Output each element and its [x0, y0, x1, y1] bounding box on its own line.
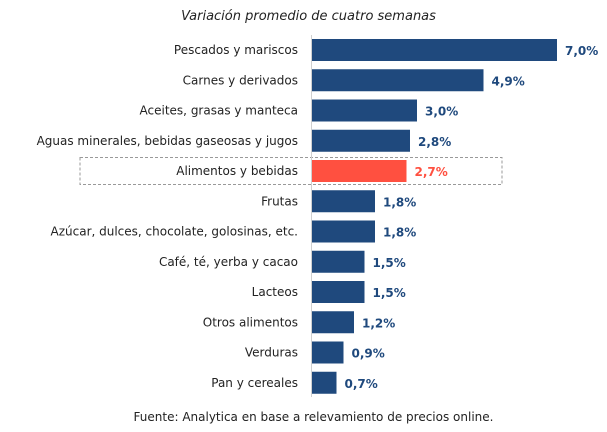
value-label: 1,5%: [373, 286, 406, 300]
value-label: 2,8%: [418, 135, 451, 149]
bar: [312, 190, 375, 213]
category-label: Carnes y derivados: [183, 73, 298, 87]
value-label: 1,8%: [383, 195, 416, 209]
value-label: 0,7%: [345, 377, 378, 391]
bar: [312, 371, 337, 394]
value-label: 1,8%: [383, 226, 416, 240]
bar: [312, 69, 484, 92]
value-label: 4,9%: [492, 74, 525, 88]
category-label: Café, té, yerba y cacao: [159, 255, 298, 269]
value-label: 3,0%: [425, 105, 458, 119]
category-label: Alimentos y bebidas: [176, 164, 298, 178]
bar: [312, 341, 344, 364]
category-label: Azúcar, dulces, chocolate, golosinas, et…: [51, 225, 299, 239]
value-label: 0,9%: [352, 347, 385, 361]
value-label: 1,5%: [373, 256, 406, 270]
bar: [312, 39, 557, 61]
bar: [312, 220, 375, 243]
category-label: Pescados y mariscos: [174, 43, 298, 57]
bar: [312, 250, 365, 273]
category-label: Pan y cereales: [211, 376, 298, 390]
bar: [312, 99, 417, 122]
category-label: Frutas: [261, 194, 298, 208]
bar: [312, 281, 365, 303]
chart-title: Variación promedio de cuatro semanas: [181, 9, 436, 24]
category-label: Aguas minerales, bebidas gaseosas y jugo…: [37, 134, 298, 148]
highlight-box: [79, 157, 503, 185]
bar: [312, 311, 354, 334]
category-label: Aceites, grasas y manteca: [140, 104, 298, 118]
category-label: Lacteos: [252, 285, 298, 299]
bar: [312, 160, 407, 182]
category-label: Verduras: [245, 346, 298, 360]
value-label: 2,7%: [415, 165, 448, 179]
chart-source: Fuente: Analytica en base a relevamiento…: [133, 410, 494, 424]
category-label: Otros alimentos: [203, 315, 298, 329]
value-label: 1,2%: [362, 316, 395, 330]
value-label: 7,0%: [565, 44, 598, 58]
bar: [312, 129, 410, 152]
